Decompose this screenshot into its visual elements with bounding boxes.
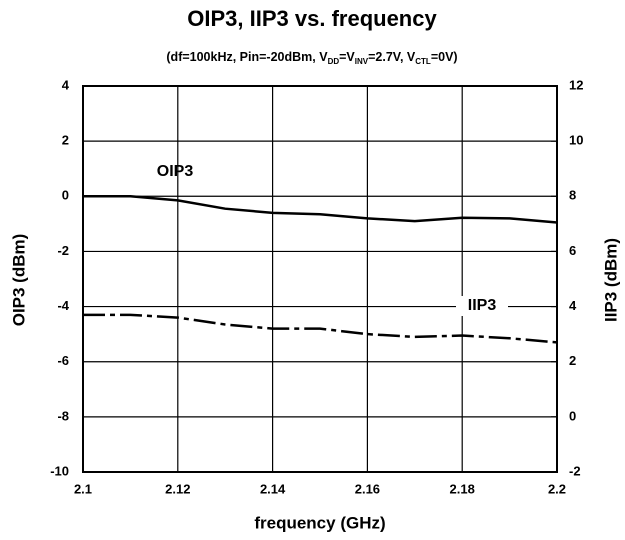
subtitle-part: =2.7V, V (368, 50, 416, 64)
subtitle-part: =V (339, 50, 355, 64)
x-tick-label: 2.16 (355, 481, 380, 496)
y-tick-label: -10 (50, 463, 69, 478)
y2-tick-label: 4 (569, 298, 577, 313)
y-tick-label: -2 (57, 243, 69, 258)
y2-axis-label: IIP3 (dBm) (601, 238, 620, 322)
line (83, 195, 558, 224)
y2-tick-label: -2 (569, 463, 581, 478)
series-label: IIP3 (468, 297, 497, 314)
x-tick-label: 2.18 (450, 481, 475, 496)
subscript: INV (355, 57, 369, 66)
y2-tick-label: 8 (569, 188, 576, 203)
y2-tick-label: 6 (569, 243, 576, 258)
series-label: OIP3 (157, 163, 194, 180)
line (83, 313, 558, 344)
x-tick-label: 2.12 (165, 481, 190, 496)
y-tick-label: 0 (62, 188, 69, 203)
subscript: DD (328, 57, 340, 66)
plot-frame (82, 85, 558, 473)
y2-tick-label: 0 (569, 408, 576, 423)
y-tick-label: -6 (57, 353, 69, 368)
x-tick-label: 2.1 (74, 481, 92, 496)
y2-tick-label: 12 (569, 77, 583, 92)
subtitle-part: (df=100kHz, Pin=-20dBm, V (166, 50, 328, 64)
y-tick-label: 2 (62, 133, 69, 148)
x-tick-label: 2.14 (260, 481, 286, 496)
y-tick-label: -8 (57, 408, 69, 423)
y2-tick-label: 10 (569, 133, 583, 148)
y-tick-label: -4 (57, 298, 69, 313)
chart-subtitle: (df=100kHz, Pin=-20dBm, VDD=VINV=2.7V, V… (166, 50, 457, 66)
subtitle-part: =0V) (431, 50, 458, 64)
chart-title: OIP3, IIP3 vs. frequency (187, 6, 437, 31)
x-axis-label: frequency (GHz) (254, 513, 385, 532)
y2-tick-label: 2 (569, 353, 576, 368)
y-axis-label: OIP3 (dBm) (9, 234, 28, 327)
label-bg (456, 296, 508, 316)
subscript: CTL (415, 57, 431, 66)
y-tick-label: 4 (62, 77, 70, 92)
x-tick-label: 2.2 (548, 481, 566, 496)
